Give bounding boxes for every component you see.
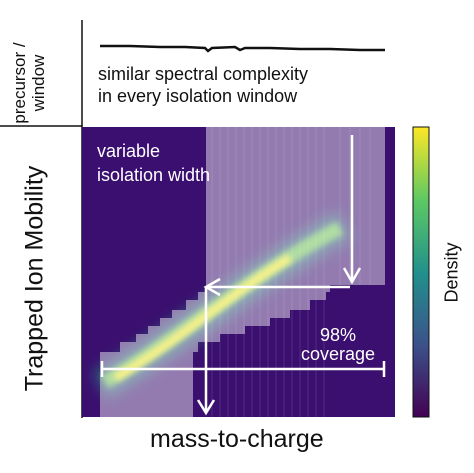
caption: similar spectral complexity in every iso… xyxy=(98,63,308,107)
coverage-label: coverage xyxy=(301,344,375,364)
heatmap-content xyxy=(92,127,386,417)
annotation-line1: variable xyxy=(97,141,160,161)
white-arrows xyxy=(100,135,386,416)
coverage-value: 98% xyxy=(320,325,356,345)
isolation-windows xyxy=(100,127,385,417)
caption-line2: in every isolation window xyxy=(98,86,298,106)
colorbar xyxy=(412,126,430,418)
precursor-per-window-trace xyxy=(100,44,385,53)
x-axis-label: mass-to-charge xyxy=(150,425,324,453)
annotation-line2: isolation width xyxy=(97,165,210,185)
caption-line1: similar spectral complexity xyxy=(98,64,309,84)
